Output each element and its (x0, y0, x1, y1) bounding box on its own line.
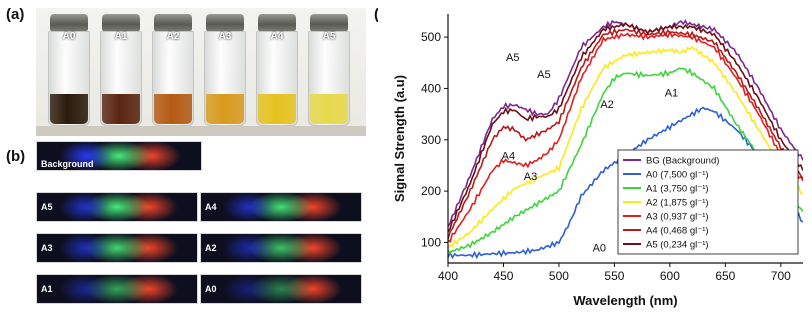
y-axis-title: Signal Strength (a.u) (392, 75, 407, 202)
spectrum-band (37, 193, 197, 221)
vial-cap (154, 14, 192, 31)
vial-glass (308, 31, 350, 126)
spectrum-strip-a0: A0 (200, 274, 362, 304)
spectrum-label: A0 (205, 284, 217, 294)
annotation-label: A1 (665, 88, 678, 100)
y-tick-label: 400 (421, 81, 441, 95)
spectrum-label: A4 (205, 202, 217, 212)
vial-label: A2 (166, 31, 180, 42)
x-tick-label: 600 (660, 269, 680, 283)
spectrum-strip-a5: A5 (36, 192, 198, 222)
spectrum-band (37, 275, 197, 303)
spectrum-band (201, 275, 361, 303)
vial-cap (310, 14, 348, 31)
spectrum-band (37, 142, 201, 170)
vial-cap (206, 14, 244, 31)
legend-entry: A3 (0,937 gl⁻¹) (646, 212, 709, 223)
vial-label: A1 (114, 31, 128, 42)
vial-glass (256, 31, 298, 126)
y-tick-label: 200 (421, 184, 441, 198)
legend-entry: A5 (0,234 gl⁻¹) (646, 240, 709, 251)
spectrum-band (201, 193, 361, 221)
vial-glass (204, 31, 246, 126)
x-tick-label: 450 (493, 269, 513, 283)
shelf (36, 126, 366, 136)
y-tick-label: 100 (421, 235, 441, 249)
vial-cap (258, 14, 296, 31)
spectrum-strip-background: Background (36, 141, 202, 171)
vial-liquid (154, 94, 192, 124)
vial-liquid (102, 94, 140, 124)
spectrum-label: A5 (41, 202, 53, 212)
series-line (448, 30, 803, 243)
y-tick-label: 300 (421, 133, 441, 147)
series-line (448, 45, 803, 249)
annotation-label: A5 (506, 52, 519, 64)
x-axis-title: Wavelength (nm) (573, 293, 677, 308)
x-tick-label: 650 (715, 269, 735, 283)
series-line (448, 67, 803, 255)
vial-liquid (50, 94, 88, 124)
signal-chart: 400 450 500 550 600 650 700 100 200 300 400 500 Wave… (378, 0, 812, 330)
vial-cap (50, 14, 88, 31)
x-tick-label: 700 (771, 269, 791, 283)
vial-a2: A2 (152, 14, 194, 126)
spectrum-label: Background (41, 159, 94, 169)
legend-entry: A2 (1,875 gl⁻¹) (646, 198, 709, 209)
spectrum-label: A1 (41, 284, 53, 294)
spectrum-strip-a1: A1 (36, 274, 198, 304)
x-tick-label: 550 (604, 269, 624, 283)
legend-entry: A1 (3,750 gl⁻¹) (646, 184, 709, 195)
legend-entry: A4 (0,468 gl⁻¹) (646, 226, 709, 237)
vial-photo: A0 A1 A2 A3 A4 A5 (36, 8, 366, 136)
annotation-label: A5 (537, 69, 550, 81)
legend-entry: A0 (7,500 gl⁻¹) (646, 170, 709, 181)
vial-cap (102, 14, 140, 31)
spectrum-strip-a3: A3 (36, 233, 198, 263)
vial-label: A0 (62, 31, 76, 42)
vial-a0: A0 (48, 14, 90, 126)
vial-glass (152, 31, 194, 126)
spectrum-strip-a2: A2 (200, 233, 362, 263)
panel-b-label: (b) (6, 148, 26, 165)
annotation-label: A0 (593, 243, 606, 255)
vial-a3: A3 (204, 14, 246, 126)
legend-box (617, 149, 799, 255)
spectrum-label: A2 (205, 243, 217, 253)
x-tick-label: 400 (438, 269, 458, 283)
y-tick-label: 500 (421, 30, 441, 44)
vial-liquid (310, 94, 348, 124)
vial-label: A4 (270, 31, 284, 42)
legend-entry: BG (Background) (646, 156, 719, 167)
spectrum-band (201, 234, 361, 262)
annotation-label: A3 (524, 171, 537, 183)
vial-a1: A1 (100, 14, 142, 126)
vial-label: A3 (218, 31, 232, 42)
series-line (448, 21, 803, 233)
panel-a-label: (a) (6, 6, 25, 23)
series-line (448, 27, 803, 240)
vial-glass (100, 31, 142, 126)
vial-a4: A4 (256, 14, 298, 126)
vial-liquid (206, 94, 244, 124)
spectrum-label: A3 (41, 243, 53, 253)
spectrum-band (37, 234, 197, 262)
vial-a5: A5 (308, 14, 350, 126)
x-tick-label: 500 (549, 269, 569, 283)
vial-label: A5 (322, 31, 336, 42)
spectrum-strip-a4: A4 (200, 192, 362, 222)
annotation-label: A4 (502, 150, 515, 162)
vial-glass (48, 31, 90, 126)
vial-liquid (258, 94, 296, 124)
annotation-label: A2 (600, 99, 613, 111)
